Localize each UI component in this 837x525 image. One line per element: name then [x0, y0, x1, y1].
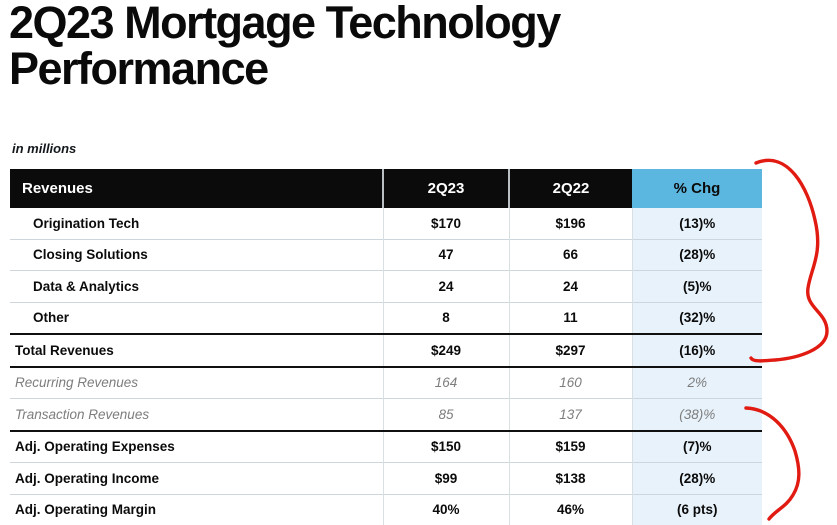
column-header-revenues: Revenues [10, 169, 383, 208]
table-row-origination-tech: Origination Tech $170 $196 (13)% [10, 208, 762, 239]
value-cell-2q22: $196 [508, 208, 632, 239]
row-label: Adj. Operating Expenses [10, 429, 383, 463]
pct-chg-cell: (16)% [631, 333, 762, 367]
pct-chg-cell: (6 pts) [631, 493, 762, 525]
table-row-adj-operating-income: Adj. Operating Income $99 $138 (28)% [10, 462, 762, 494]
value-cell-2q23: 24 [382, 270, 509, 302]
value-cell-2q22: 11 [508, 301, 632, 334]
row-label: Other [10, 301, 383, 334]
pct-chg-cell: (38)% [631, 398, 762, 431]
value-cell-2q23: 164 [382, 365, 509, 399]
value-cell-2q23: $170 [382, 208, 509, 239]
table-row-adj-operating-expenses: Adj. Operating Expenses $150 $159 (7)% [10, 429, 762, 463]
table-row-total-revenues: Total Revenues $249 $297 (16)% [10, 333, 762, 367]
pct-chg-cell: (28)% [631, 238, 762, 271]
value-cell-2q23: 85 [382, 398, 509, 431]
row-label: Transaction Revenues [10, 398, 383, 431]
value-cell-2q23: 40% [382, 493, 509, 525]
row-label: Origination Tech [33, 215, 140, 231]
page-title-line1: 2Q23 Mortgage Technology [9, 0, 561, 48]
value-cell-2q23: 47 [382, 238, 509, 271]
column-header-2q22: 2Q22 [508, 169, 632, 208]
pct-chg-cell: (13)% [631, 208, 762, 239]
value-cell-2q22: 46% [508, 493, 632, 525]
row-label: Recurring Revenues [10, 365, 383, 399]
performance-table: Revenues 2Q23 2Q22 % Chg Origination Tec… [10, 169, 762, 525]
value-cell-2q23: 8 [382, 301, 509, 334]
value-cell-2q22: $138 [508, 462, 632, 494]
table-row-transaction-revenues: Transaction Revenues 85 137 (38)% [10, 398, 762, 431]
value-cell-2q22: 137 [508, 398, 632, 431]
row-label: Closing Solutions [10, 238, 383, 271]
table-row-other: Other 8 11 (32)% [10, 301, 762, 334]
column-header-2q23: 2Q23 [382, 169, 509, 208]
column-header-pct-chg: % Chg [632, 169, 762, 208]
page-title-line2: Performance [9, 43, 269, 94]
pct-chg-cell: (5)% [631, 270, 762, 302]
pct-chg-cell: (32)% [631, 301, 762, 334]
unit-note: in millions [12, 141, 77, 156]
table-row-data-analytics: Data & Analytics 24 24 (5)% [10, 270, 762, 302]
row-label: Adj. Operating Margin [10, 493, 383, 525]
page-title: 2Q23 Mortgage Technology Performance [9, 0, 689, 92]
value-cell-2q22: $297 [508, 333, 632, 367]
value-cell-2q23: $99 [382, 462, 509, 494]
value-cell-2q22: 66 [508, 238, 632, 271]
value-cell-2q22: $159 [508, 429, 632, 463]
table-row-closing-solutions: Closing Solutions 47 66 (28)% [10, 238, 762, 271]
pct-chg-cell: (7)% [631, 429, 762, 463]
value-cell-2q22: 24 [508, 270, 632, 302]
row-label: Data & Analytics [10, 270, 383, 302]
row-label: Total Revenues [10, 333, 383, 367]
table-header-row: Revenues 2Q23 2Q22 % Chg [10, 169, 762, 208]
value-cell-2q22: 160 [508, 365, 632, 399]
red-brace-annotation-top [749, 158, 829, 363]
table-row-recurring-revenues: Recurring Revenues 164 160 2% [10, 365, 762, 399]
table-row-adj-operating-margin: Adj. Operating Margin 40% 46% (6 pts) [10, 493, 762, 525]
pct-chg-cell: 2% [631, 365, 762, 399]
value-cell-2q23: $249 [382, 333, 509, 367]
value-cell-2q23: $150 [382, 429, 509, 463]
pct-chg-cell: (28)% [631, 462, 762, 494]
row-label: Adj. Operating Income [10, 462, 383, 494]
